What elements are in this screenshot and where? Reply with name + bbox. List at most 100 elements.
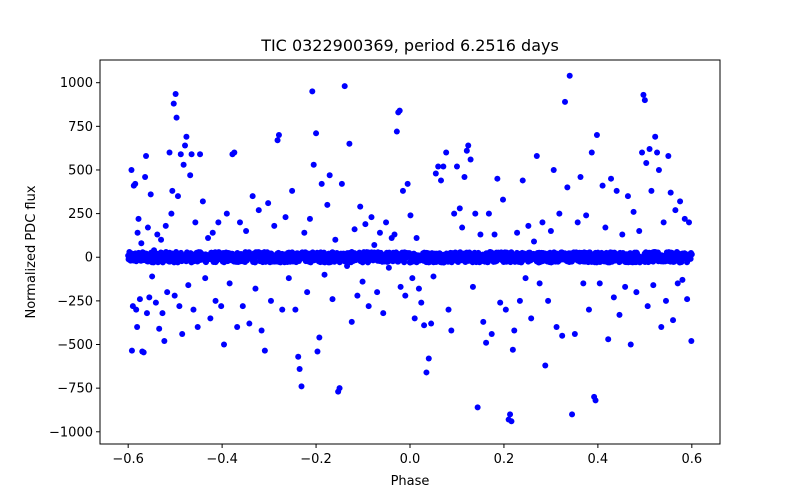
data-point (428, 320, 435, 327)
data-point (231, 149, 238, 156)
data-point (418, 299, 425, 306)
data-point (396, 107, 403, 114)
data-point (415, 285, 422, 292)
data-points (125, 72, 695, 425)
data-point (665, 153, 672, 159)
data-point (249, 193, 256, 200)
data-point (275, 132, 282, 139)
data-point (341, 83, 348, 90)
data-point (531, 238, 537, 245)
data-point (622, 283, 629, 290)
data-point (640, 91, 647, 98)
data-point (459, 224, 466, 231)
data-point (411, 315, 418, 322)
data-point (173, 114, 180, 121)
data-point (348, 318, 355, 325)
data-point (314, 348, 321, 355)
x-tick-label: −0.4 (206, 452, 238, 467)
y-tick-label: 750 (68, 120, 93, 135)
data-point (246, 320, 253, 327)
data-point (132, 180, 139, 187)
data-point (393, 128, 400, 135)
data-point (588, 149, 595, 156)
x-axis-label: Phase (391, 474, 430, 489)
data-point (207, 315, 214, 322)
data-point (440, 163, 447, 170)
data-point (336, 385, 343, 392)
data-point (497, 299, 504, 306)
data-point (292, 306, 299, 313)
data-point (351, 226, 358, 233)
x-tick-label: −0.2 (300, 452, 332, 467)
data-point (146, 294, 153, 301)
data-point (134, 324, 141, 331)
data-point (539, 219, 546, 226)
data-point (502, 306, 509, 313)
data-point (453, 163, 460, 170)
data-point (599, 182, 606, 189)
data-point (559, 332, 566, 339)
data-point (318, 180, 325, 187)
data-point (169, 187, 176, 194)
data-point (624, 193, 631, 200)
data-point (252, 258, 259, 265)
data-point (619, 231, 626, 238)
data-point (402, 292, 409, 299)
data-point (528, 315, 535, 322)
data-point (550, 166, 557, 173)
data-point (142, 173, 149, 180)
data-point (304, 289, 311, 296)
data-point (310, 161, 317, 168)
data-point (218, 303, 225, 310)
data-point (161, 338, 168, 345)
data-point (391, 231, 398, 238)
data-point (162, 222, 169, 229)
data-point (359, 278, 366, 285)
data-point (533, 153, 540, 159)
y-tick-label: 0 (85, 251, 93, 266)
data-point (430, 273, 437, 280)
data-point (215, 219, 222, 226)
data-point (448, 327, 455, 334)
data-point (643, 159, 650, 166)
data-point (354, 292, 361, 299)
data-point (681, 215, 688, 222)
data-point (128, 347, 135, 354)
data-point (346, 140, 353, 147)
data-point (126, 252, 133, 259)
data-point (655, 166, 662, 173)
data-point (670, 317, 677, 324)
data-point (223, 210, 230, 217)
y-axis-ticks: −1000 −750 −500 −250 0 250 500 750 1000 (49, 76, 100, 440)
data-point (183, 133, 190, 140)
data-point (435, 163, 442, 170)
data-point (179, 331, 186, 338)
data-point (140, 349, 147, 356)
data-point (480, 318, 487, 325)
data-point (583, 212, 590, 219)
data-point (324, 201, 331, 208)
data-point (159, 310, 166, 317)
data-point (485, 210, 492, 217)
data-point (236, 219, 243, 226)
data-point (397, 283, 404, 290)
x-tick-label: −0.6 (112, 452, 144, 467)
data-point (376, 229, 383, 236)
data-point (374, 289, 381, 296)
data-point (509, 346, 516, 353)
data-point (187, 172, 194, 179)
data-point (301, 229, 308, 236)
data-point (569, 411, 576, 418)
data-point (677, 198, 684, 205)
data-point (519, 177, 526, 184)
data-point (243, 228, 250, 235)
data-point (421, 322, 428, 329)
data-point (465, 142, 472, 149)
data-point (357, 203, 364, 210)
data-point (221, 341, 227, 348)
data-point (265, 200, 272, 207)
data-point (133, 306, 140, 313)
data-point (646, 146, 653, 153)
